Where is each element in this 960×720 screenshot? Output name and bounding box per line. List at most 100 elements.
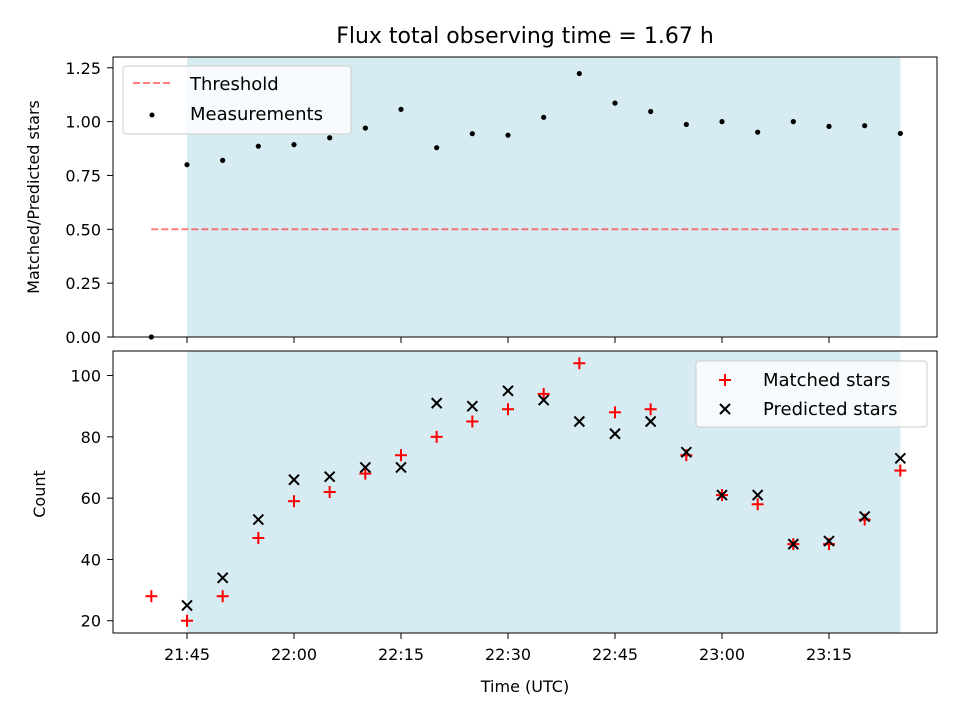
top-y-tick-label: 0.00	[65, 328, 101, 347]
legend-predicted-swatch	[719, 403, 731, 415]
bottom-axes: 20 40 60 80 100 21:45 22:00 22:15 22:30 22:45 23:…	[30, 350, 938, 696]
top-y-ticks: 0.00 0.25 0.50 0.75 1.00 1.25	[65, 59, 113, 347]
legend-matched-swatch	[719, 374, 731, 386]
matched-star-point	[894, 464, 907, 477]
measurement-point	[362, 125, 368, 131]
measurement-point	[398, 106, 404, 112]
measurement-point	[755, 129, 761, 135]
predicted-star-point	[466, 400, 479, 412]
bottom-y-tick-label: 40	[81, 550, 101, 569]
predicted-star-point	[502, 385, 514, 397]
measurement-point	[862, 123, 868, 129]
measurement-point	[184, 162, 190, 168]
measurement-point	[576, 70, 582, 77]
measurement-point	[648, 108, 654, 115]
x-tick-label: 22:30	[485, 645, 531, 664]
legend-measurement-swatch	[149, 112, 155, 118]
top-axes: 0.00 0.25 0.50 0.75 1.00 1.25 Matched/Predict…	[24, 56, 938, 347]
predicted-star-point	[323, 470, 336, 483]
top-y-tick-label: 1.00	[65, 113, 101, 132]
bottom-y-tick-label: 20	[81, 612, 101, 631]
predicted-star-point	[609, 428, 621, 440]
top-legend: Threshold Measurements	[122, 65, 352, 135]
top-axes-frame	[112, 56, 938, 338]
measurement-point	[220, 157, 226, 163]
measurement-point	[469, 131, 475, 137]
predicted-star-point	[823, 535, 835, 547]
matched-star-point	[466, 415, 479, 428]
predicted-star-point	[252, 513, 265, 526]
matched-star-point	[644, 403, 657, 416]
predicted-star-point	[216, 572, 229, 584]
measurement-point	[719, 119, 725, 125]
measurement-point	[612, 100, 618, 106]
predicted-star-point	[181, 599, 193, 612]
measurement-point	[255, 143, 261, 149]
matched-star-point	[252, 531, 265, 544]
x-tick-label: 23:00	[699, 645, 745, 664]
predicted-star-point	[858, 510, 871, 523]
measurement-point	[291, 142, 297, 148]
matched-star-point	[573, 357, 586, 370]
legend-predicted-label: Predicted stars	[763, 399, 897, 420]
x-axis-label: Time (UTC)	[480, 677, 569, 696]
matched-star-point	[395, 449, 407, 462]
top-y-tick-label: 0.25	[65, 274, 101, 293]
top-y-axis-label: Matched/Predicted stars	[24, 100, 43, 294]
matched-star-point	[537, 387, 550, 400]
bottom-legend: Matched stars Predicted stars	[695, 360, 928, 428]
matched-star-point	[323, 486, 336, 498]
measurement-points	[148, 70, 903, 340]
bottom-y-tick-label: 80	[81, 428, 101, 447]
matched-star-point	[216, 590, 229, 603]
top-y-tick-label: 1.25	[65, 59, 101, 78]
bottom-y-ticks: 20 40 60 80 100	[70, 367, 113, 631]
x-tick-label: 22:00	[271, 645, 317, 664]
matched-star-point	[145, 590, 158, 603]
bottom-y-axis-label: Count	[30, 470, 49, 518]
bottom-x-ticks: 21:45 22:00 22:15 22:30 22:45 23:00 23:15	[164, 633, 852, 664]
top-y-tick-label: 0.75	[65, 166, 101, 185]
measurement-point	[790, 119, 796, 125]
x-tick-label: 23:15	[806, 645, 852, 664]
measurement-point	[541, 114, 547, 120]
predicted-star-point	[573, 415, 586, 428]
top-x-ticks	[186, 337, 830, 343]
predicted-star-point	[894, 452, 907, 464]
x-tick-label: 21:45	[164, 645, 210, 664]
top-legend-frame	[122, 65, 352, 135]
bottom-y-tick-label: 100	[70, 367, 101, 386]
matched-star-point	[609, 406, 621, 419]
measurement-point	[826, 123, 832, 129]
predicted-star-point	[395, 461, 407, 474]
legend-measurement-label: Measurements	[190, 104, 323, 125]
predicted-star-point	[751, 489, 764, 501]
chart-title: Flux total observing time = 1.67 h	[336, 24, 714, 49]
matched-star-point	[502, 403, 514, 416]
measurement-point	[327, 135, 333, 141]
bottom-y-tick-label: 60	[81, 489, 101, 508]
measurement-point	[505, 132, 511, 138]
predicted-star-point	[680, 446, 693, 458]
predicted-star-point	[787, 538, 800, 550]
predicted-star-point	[716, 489, 728, 501]
measurement-point	[897, 130, 903, 137]
predicted-star-point	[430, 397, 443, 409]
predicted-star-point	[537, 394, 550, 406]
measurement-point	[683, 121, 689, 128]
predicted-star-point	[644, 415, 657, 428]
legend-matched-label: Matched stars	[763, 370, 890, 391]
matched-star-point	[359, 467, 372, 480]
predicted-stars-points	[181, 385, 907, 612]
x-tick-label: 22:15	[378, 645, 424, 664]
matched-star-point	[288, 495, 300, 508]
matched-star-point	[751, 498, 764, 511]
matched-star-point	[181, 614, 193, 627]
predicted-star-point	[359, 461, 372, 474]
predicted-star-point	[288, 474, 300, 486]
bottom-axes-frame	[112, 350, 938, 634]
matched-star-point	[430, 430, 443, 443]
measurement-point	[434, 145, 440, 151]
bottom-legend-frame	[695, 360, 928, 428]
